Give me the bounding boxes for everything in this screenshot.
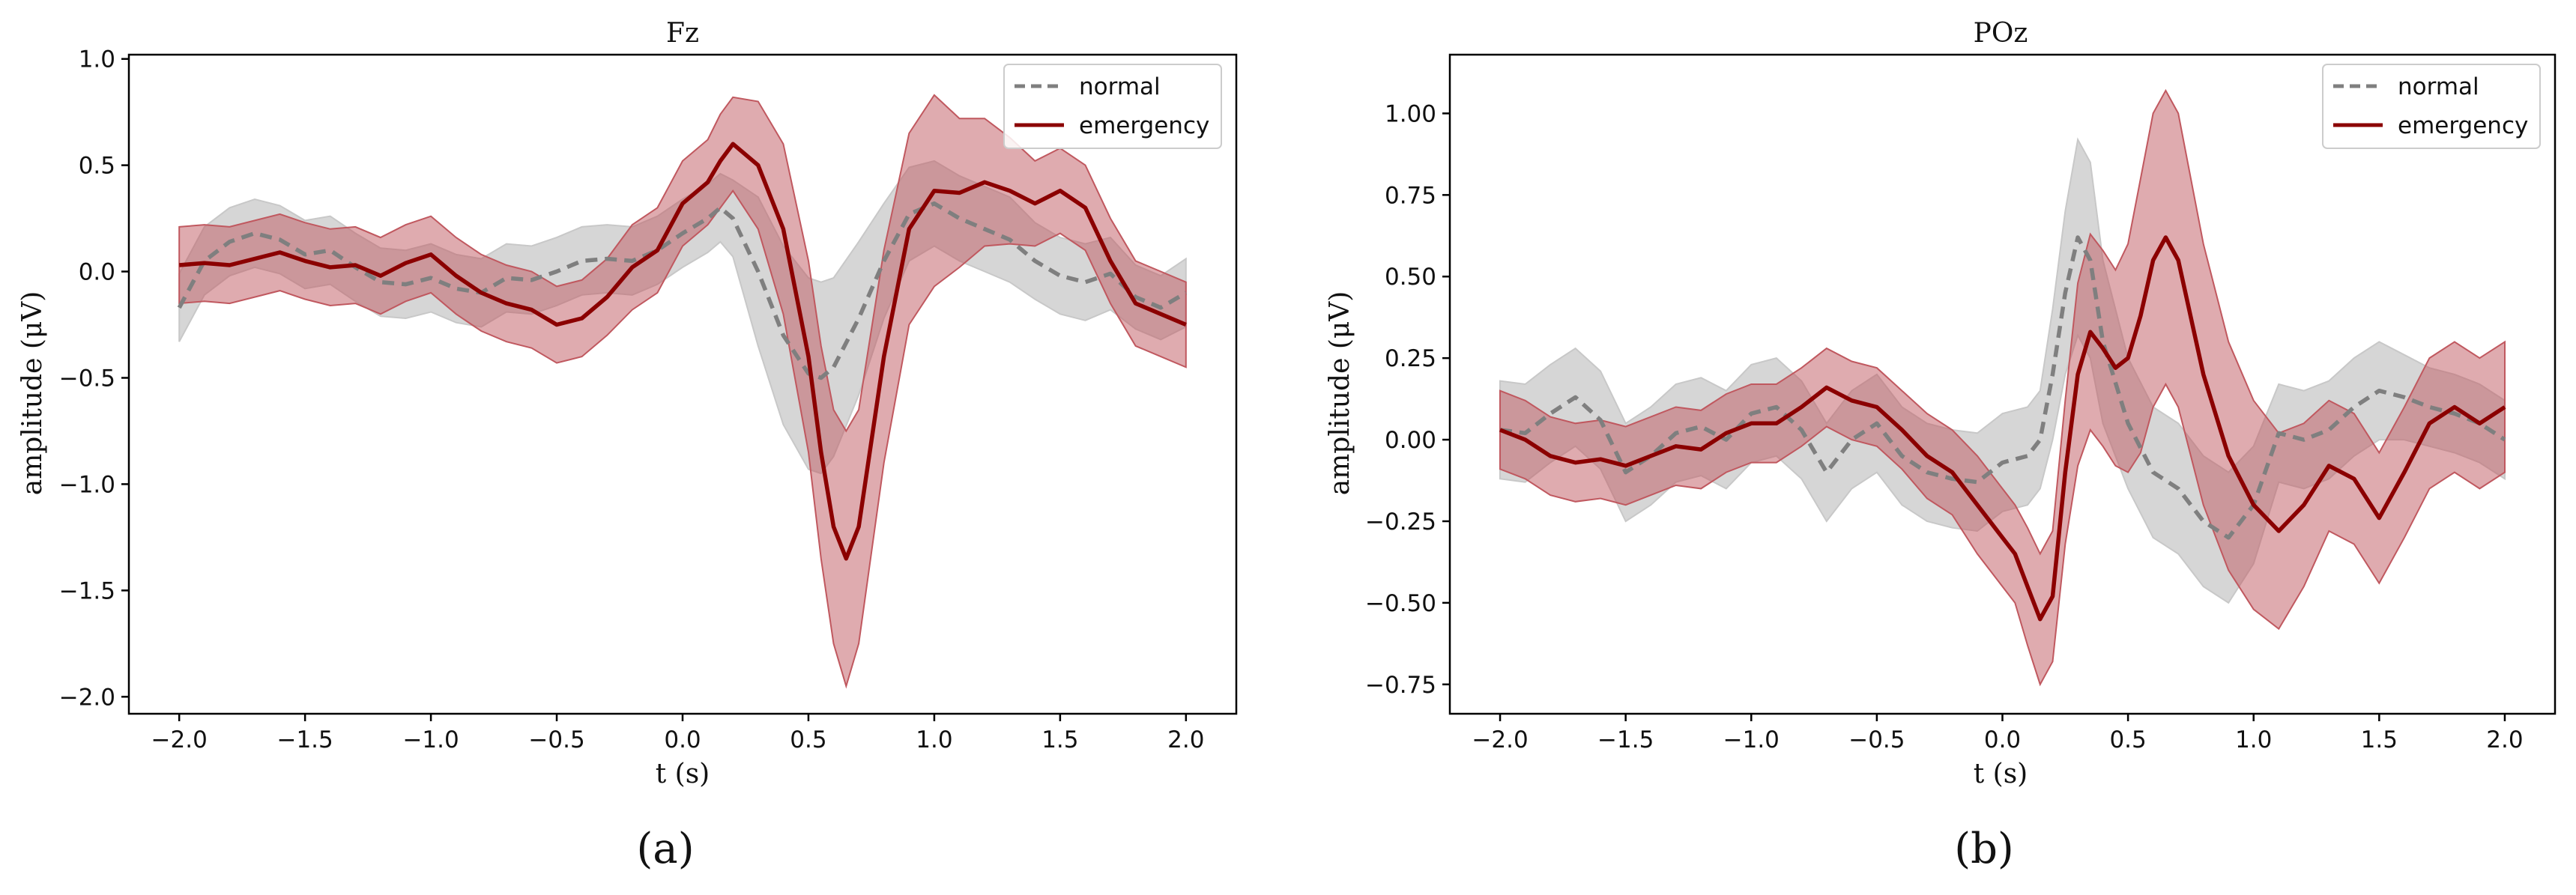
x-tick-label: 1.5 [1041, 726, 1078, 753]
plot-area [177, 94, 1188, 689]
series-emergency-band [178, 94, 1187, 689]
panel-b-plot: −2.0 −1.5 −1.0 −0.5 0.0 0.5 1.0 1.5 2.0 −0.75 −0.5… [1365, 53, 2557, 753]
panel-a-legend: normal emergency [1003, 64, 1222, 149]
legend-box [2322, 64, 2541, 149]
legend-box [1003, 64, 1222, 149]
y-tick-label: 0.00 [1385, 427, 1436, 454]
x-tick-label: −1.0 [402, 726, 459, 753]
panel-b-caption: (b) [1954, 825, 2014, 873]
x-tick-label: −1.5 [1597, 726, 1654, 753]
series-emergency-line [1499, 235, 2506, 622]
x-tick-label: 1.0 [916, 726, 952, 753]
legend-emergency-label: emergency [2398, 112, 2528, 139]
series-emergency-band [1499, 88, 2506, 687]
y-tick-label: 1.0 [79, 46, 115, 73]
x-tick-label: −0.5 [528, 726, 584, 753]
y-tick-label: −2.0 [59, 684, 115, 711]
x-tick-label: 1.5 [2361, 726, 2398, 753]
y-tick-label: 0.5 [79, 153, 115, 180]
x-tick-label: 0.5 [790, 726, 826, 753]
panel-a-caption: (a) [636, 825, 694, 873]
panel-b: POz t (s) amplitude (μV) (b) −2.0 −1.5 −1.… [1325, 18, 2557, 873]
axes-frame [127, 53, 1238, 715]
x-tick-label: 0.5 [2109, 726, 2146, 753]
y-tick-label: 0.0 [79, 259, 115, 286]
panel-b-legend: normal emergency [2322, 64, 2541, 149]
panel-a: Fz t (s) amplitude (μV) (a) −2.0 −1.5 −1.0… [17, 18, 1238, 873]
legend-normal-label: normal [1079, 73, 1161, 100]
panel-a-plot: −2.0 −1.5 −1.0 −0.5 0.0 0.5 1.0 1.5 2.0 −2.0 −1.5 −… [59, 46, 1238, 753]
y-tick-label: −0.50 [1365, 590, 1436, 617]
x-tick-label: 0.0 [1984, 726, 2021, 753]
x-tick-label: 1.0 [2235, 726, 2272, 753]
x-tick-label: −2.0 [151, 726, 208, 753]
y-tick-label: 1.00 [1385, 100, 1436, 127]
plot-area [1499, 88, 2506, 687]
y-tick-label: −0.25 [1365, 509, 1436, 536]
x-tick-label: −1.5 [276, 726, 333, 753]
x-tick-label: 2.0 [2486, 726, 2523, 753]
panel-b-ylabel: amplitude (μV) [1325, 291, 1355, 496]
legend-normal-label: normal [2398, 73, 2479, 100]
x-tick-label: −1.0 [1723, 726, 1780, 753]
x-tick-label: 0.0 [664, 726, 701, 753]
x-tick-label: −0.5 [1848, 726, 1905, 753]
x-tick-label: 2.0 [1167, 726, 1204, 753]
y-tick-label: 0.25 [1385, 345, 1436, 372]
y-tick-label: 0.50 [1385, 264, 1436, 291]
panel-b-xlabel: t (s) [1974, 759, 2028, 789]
panel-a-ylabel: amplitude (μV) [17, 291, 48, 496]
y-tick-label: −0.75 [1365, 672, 1436, 699]
y-tick-label: 0.75 [1385, 182, 1436, 209]
x-tick-label: −2.0 [1472, 726, 1528, 753]
panel-a-title: Fz [666, 18, 699, 49]
y-tick-label: −1.5 [59, 577, 115, 604]
panel-b-title: POz [1974, 18, 2028, 49]
legend-emergency-label: emergency [1079, 112, 1209, 139]
y-tick-label: −1.0 [59, 471, 115, 498]
series-normal-line [1499, 235, 2506, 540]
y-tick-label: −0.5 [59, 365, 115, 392]
panel-a-xlabel: t (s) [656, 759, 710, 789]
series-emergency-line [178, 142, 1187, 561]
